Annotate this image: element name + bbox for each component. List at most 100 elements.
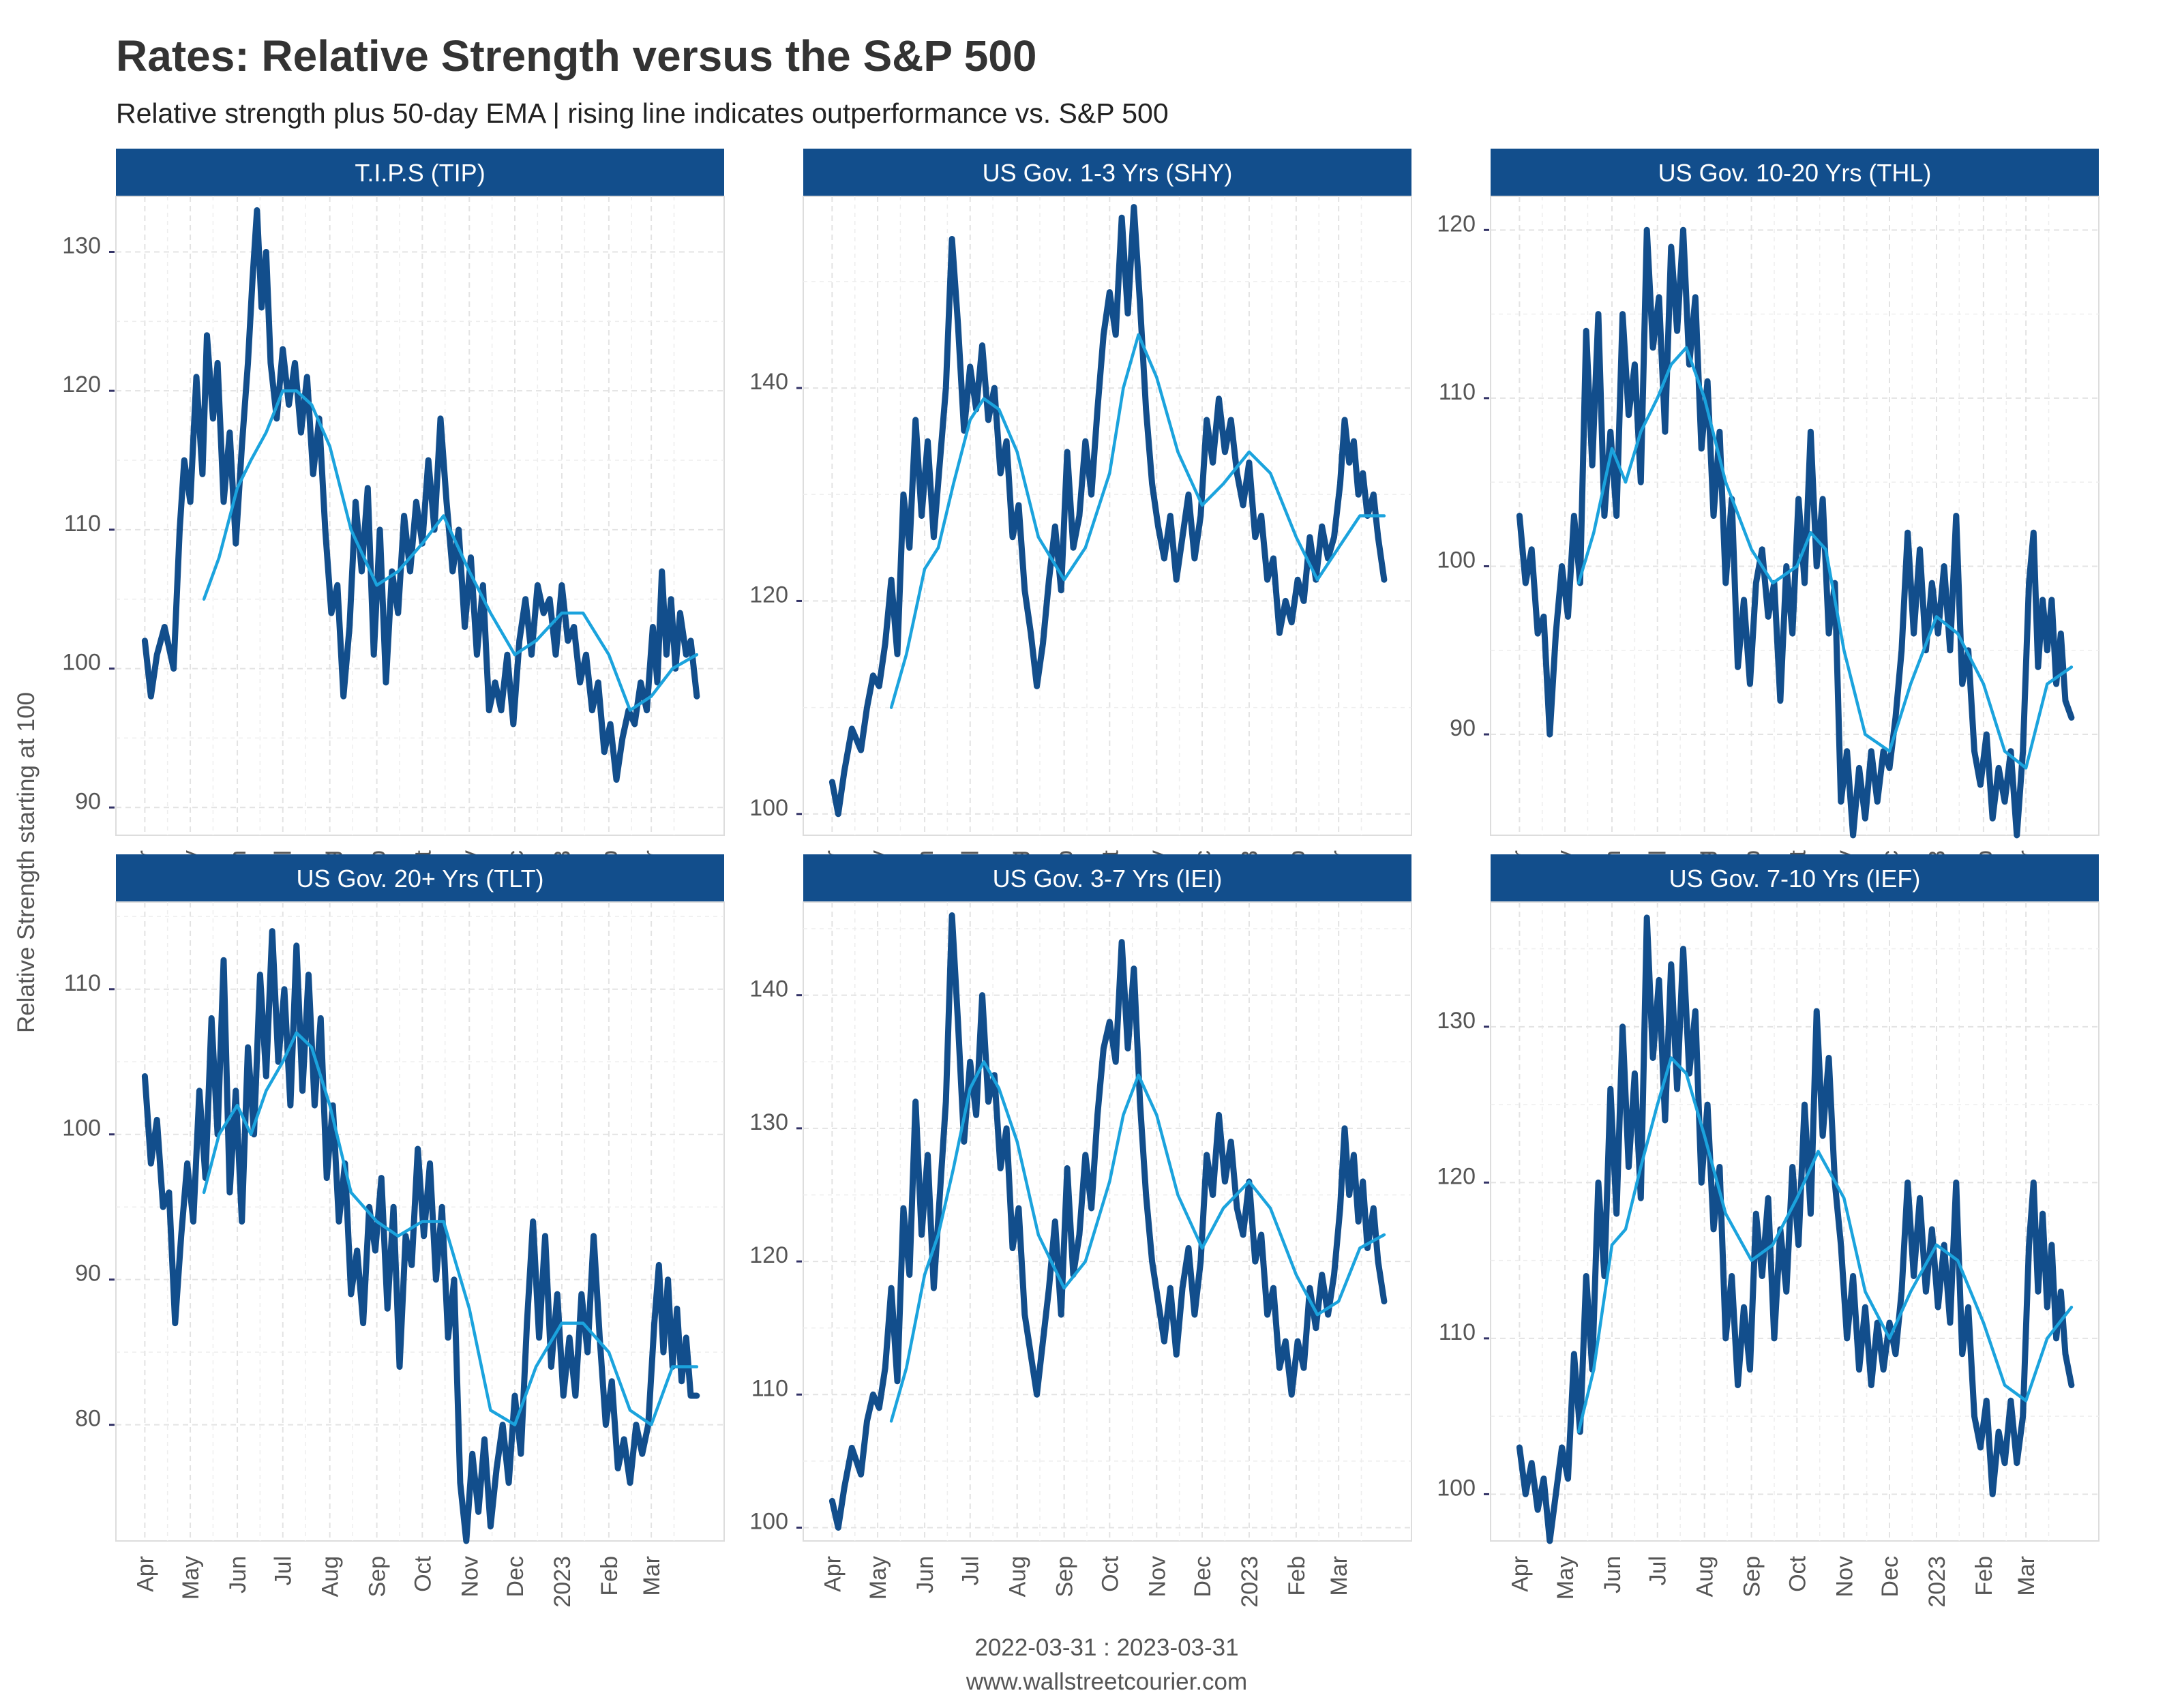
x-tick-label: Mar bbox=[2014, 1556, 2039, 1596]
facet-strip bbox=[1491, 854, 2099, 902]
x-tick-label: Dec bbox=[1190, 1556, 1216, 1597]
relative-strength-line bbox=[1516, 914, 2075, 1544]
y-tick-label: 90 bbox=[1450, 715, 1476, 741]
x-tick-label: Oct bbox=[1097, 1555, 1123, 1591]
x-tick-label: Sep bbox=[365, 1556, 391, 1598]
y-tick-label: 100 bbox=[1437, 1475, 1476, 1501]
y-tick-label: 120 bbox=[749, 1242, 788, 1268]
x-tick-label: Jun bbox=[912, 1556, 938, 1593]
x-tick-label: Jul bbox=[1645, 1556, 1671, 1585]
relative-strength-line bbox=[828, 912, 1388, 1531]
x-tick-label: Oct bbox=[1784, 1555, 1810, 1591]
y-tick-label: 90 bbox=[75, 1261, 101, 1287]
x-tick-label: Sep bbox=[1052, 1556, 1078, 1598]
x-tick-label: Dec bbox=[503, 1556, 528, 1597]
y-tick-label: 140 bbox=[749, 369, 788, 395]
y-tick-label: 110 bbox=[1439, 379, 1476, 405]
y-tick-label: 120 bbox=[62, 372, 101, 398]
y-tick-label: 130 bbox=[749, 1109, 788, 1135]
x-tick-label: Nov bbox=[457, 1556, 483, 1597]
facet-panel: T.I.P.S (TIP)90100110120130AprMayJunJulA… bbox=[62, 149, 725, 902]
facet-strip bbox=[803, 854, 1411, 902]
panel-border bbox=[1490, 901, 2099, 1542]
x-tick-label: Nov bbox=[1832, 1556, 1857, 1597]
relative-strength-line bbox=[828, 204, 1388, 818]
x-tick-label: Mar bbox=[1326, 1556, 1352, 1596]
panel-border bbox=[803, 901, 1412, 1542]
relative-strength-line bbox=[141, 207, 700, 783]
y-tick-label: 110 bbox=[64, 970, 101, 996]
facet-panel: US Gov. 20+ Yrs (TLT) 80 90 100 110 Apr May Jun… bbox=[62, 854, 725, 1608]
ema-50-day-line bbox=[1576, 1056, 2074, 1434]
ema-50-day-line bbox=[889, 1060, 1386, 1423]
x-tick-label: Apr bbox=[132, 1556, 158, 1592]
panel-border bbox=[803, 196, 1412, 836]
facet-strip bbox=[116, 854, 724, 902]
facet-strip bbox=[1491, 149, 2099, 196]
ema-50-day-line bbox=[202, 1031, 699, 1426]
y-tick-label: 100 bbox=[62, 1115, 101, 1141]
x-tick-label: Jun bbox=[225, 1556, 251, 1593]
x-tick-label: Aug bbox=[318, 1556, 344, 1598]
y-tick-label: 120 bbox=[1437, 1163, 1476, 1189]
chart-title: Rates: Relative Strength versus the S&P … bbox=[116, 31, 1036, 80]
facet-strip-label: T.I.P.S (TIP) bbox=[355, 159, 485, 187]
facet-strip bbox=[116, 149, 724, 196]
x-tick-label: Feb bbox=[1284, 1556, 1310, 1596]
panel-border bbox=[115, 901, 725, 1542]
x-tick-label: Aug bbox=[1005, 1556, 1031, 1598]
relative-strength-line bbox=[141, 928, 700, 1544]
ema-50-day-line bbox=[889, 333, 1386, 709]
facet-panel: US Gov. 10-20 Yrs (THL)90100110120AprMay… bbox=[1437, 149, 2099, 902]
source-caption: www.wallstreetcourier.com bbox=[966, 1668, 1247, 1695]
facet-panels: T.I.P.S (TIP) 90 100 110 120 130 Apr May Jun Jul A… bbox=[62, 149, 2099, 1608]
date-range-caption: 2022-03-31 : 2023-03-31 bbox=[974, 1634, 1238, 1661]
x-tick-label: Mar bbox=[639, 1556, 665, 1596]
panel-border bbox=[1490, 196, 2099, 836]
panel-border bbox=[115, 196, 725, 836]
x-tick-label: Nov bbox=[1144, 1556, 1170, 1597]
x-tick-label: Sep bbox=[1739, 1556, 1765, 1598]
x-tick-label: Feb bbox=[1971, 1556, 1997, 1596]
x-tick-label: 2023 bbox=[1237, 1556, 1263, 1608]
facet-strip-label: US Gov. 3-7 Yrs (IEI) bbox=[993, 865, 1223, 893]
x-tick-label: May bbox=[865, 1556, 891, 1600]
x-tick-label: Aug bbox=[1692, 1556, 1718, 1598]
relative-strength-line bbox=[1516, 226, 2075, 839]
facet-strip bbox=[803, 149, 1411, 196]
x-tick-label: 2023 bbox=[550, 1556, 576, 1608]
x-tick-label: Jul bbox=[271, 1556, 297, 1585]
y-tick-label: 120 bbox=[1437, 211, 1476, 237]
x-tick-label: Feb bbox=[597, 1556, 623, 1596]
facet-strip-label: US Gov. 10-20 Yrs (THL) bbox=[1658, 159, 1932, 187]
ema-50-day-line bbox=[1576, 346, 2074, 770]
y-tick-label: 110 bbox=[1439, 1319, 1476, 1345]
y-tick-label: 80 bbox=[75, 1406, 101, 1432]
x-tick-label: Apr bbox=[820, 1556, 846, 1592]
y-tick-label: 110 bbox=[751, 1375, 788, 1401]
y-tick-label: 110 bbox=[64, 511, 101, 537]
facet-panel: US Gov. 7-10 Yrs (IEF) 100 110 120 130 Apr May… bbox=[1437, 854, 2099, 1608]
facet-strip-label: US Gov. 20+ Yrs (TLT) bbox=[296, 865, 543, 893]
x-tick-label: May bbox=[1553, 1556, 1579, 1600]
chart-subtitle: Relative strength plus 50-day EMA | risi… bbox=[116, 98, 1169, 129]
y-tick-label: 100 bbox=[1437, 547, 1476, 573]
y-axis-label: Relative Strength starting at 100 bbox=[13, 692, 40, 1033]
x-tick-label: Jun bbox=[1600, 1556, 1626, 1593]
y-tick-label: 100 bbox=[749, 795, 788, 821]
y-tick-label: 130 bbox=[1437, 1008, 1476, 1034]
x-tick-label: 2023 bbox=[1924, 1556, 1950, 1608]
facet-panel: US Gov. 1-3 Yrs (SHY)100120140AprMayJunJ… bbox=[749, 149, 1412, 902]
x-tick-label: Apr bbox=[1507, 1556, 1533, 1592]
facet-panel: US Gov. 3-7 Yrs (IEI) 100 110 120 130 140 Apr M… bbox=[749, 854, 1412, 1608]
x-tick-label: Jul bbox=[958, 1556, 984, 1585]
y-tick-label: 140 bbox=[749, 976, 788, 1002]
facet-strip-label: US Gov. 7-10 Yrs (IEF) bbox=[1669, 865, 1921, 893]
ema-50-day-line bbox=[202, 389, 699, 712]
x-tick-label: Dec bbox=[1877, 1556, 1903, 1597]
y-tick-label: 130 bbox=[62, 233, 101, 258]
y-tick-label: 120 bbox=[749, 582, 788, 608]
y-tick-label: 100 bbox=[62, 650, 101, 676]
